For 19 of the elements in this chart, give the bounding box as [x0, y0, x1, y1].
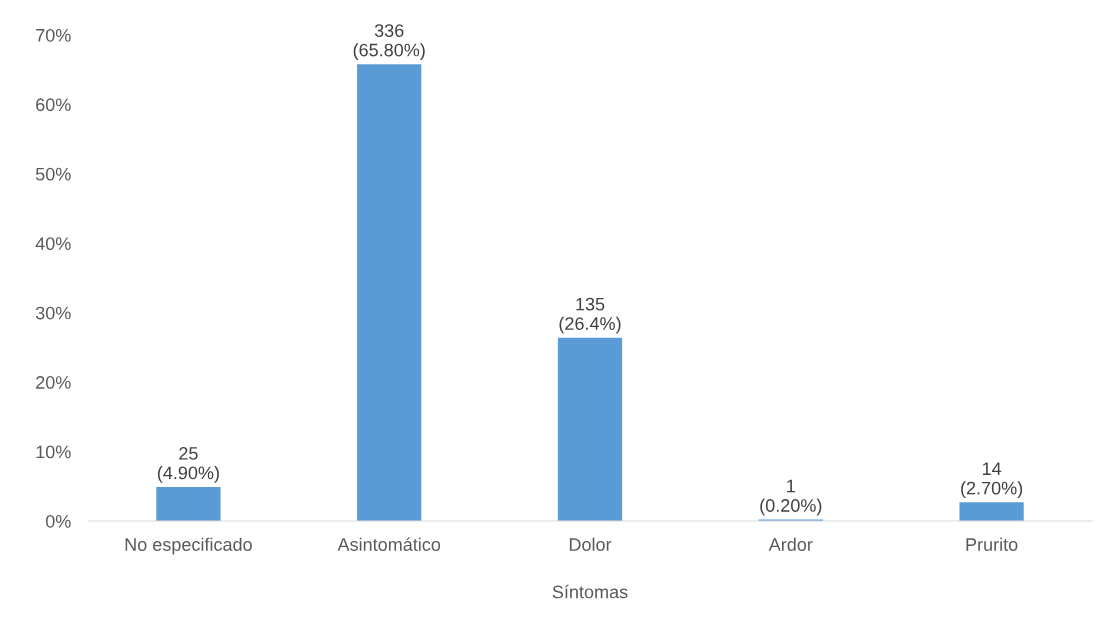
x-axis-title: Síntomas: [552, 584, 628, 599]
data-label: 25 (4.90%): [157, 447, 219, 483]
data-label: 1 (0.20%): [760, 479, 822, 516]
data-label: 135 (26.4%): [559, 297, 621, 334]
x-tick-label: Dolor: [569, 537, 612, 551]
y-tick-label: 0%: [45, 514, 71, 528]
data-label: 336 (65.80%): [353, 24, 425, 60]
y-tick-label: 10%: [36, 445, 71, 459]
x-tick-label: Asintomático: [337, 537, 441, 551]
y-tick-label: 20%: [36, 376, 71, 389]
y-tick-label: 30%: [35, 306, 71, 320]
x-tick-label: No especificado: [125, 537, 252, 555]
x-tick-label: Prurito: [966, 537, 1018, 551]
y-tick-label: 60%: [36, 98, 71, 112]
x-tick-label: Ardor: [768, 537, 813, 551]
y-tick-label: 40%: [35, 237, 71, 251]
data-label: 14 (2.70%): [961, 462, 1023, 499]
y-tick-label: 50%: [35, 167, 71, 181]
y-tick-label: 70%: [36, 28, 71, 42]
